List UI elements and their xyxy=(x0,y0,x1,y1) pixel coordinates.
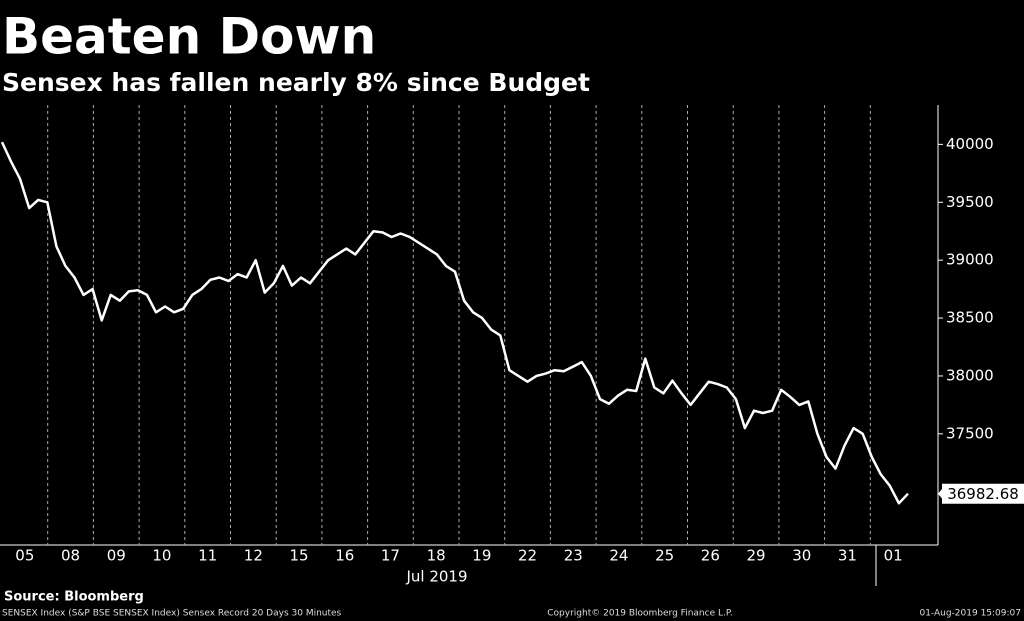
chart-subtitle: Sensex has fallen nearly 8% since Budget xyxy=(2,68,590,97)
x-tick-label: 17 xyxy=(381,547,400,565)
x-tick-label: 05 xyxy=(15,547,34,565)
x-tick-label: 15 xyxy=(290,547,309,565)
last-value-pointer xyxy=(938,487,943,500)
y-tick-label: 38000 xyxy=(946,366,994,384)
x-tick-label: 23 xyxy=(564,547,583,565)
x-tick-label: 22 xyxy=(518,547,537,565)
y-tick-label: 40000 xyxy=(946,135,994,153)
x-tick-label: 10 xyxy=(152,547,171,565)
x-tick-label: 18 xyxy=(427,547,446,565)
y-tick-label: 38500 xyxy=(946,309,994,327)
y-tick-label: 39500 xyxy=(946,193,994,211)
x-tick-label: 01 xyxy=(884,547,903,565)
x-tick-label: 11 xyxy=(198,547,217,565)
x-tick-label: 31 xyxy=(838,547,857,565)
price-line xyxy=(0,141,909,505)
last-value-label: 36982.68 xyxy=(947,485,1019,503)
x-tick-label: 16 xyxy=(335,547,354,565)
source: Source: Bloomberg xyxy=(4,590,144,605)
chart-title: Beaten Down xyxy=(2,8,376,66)
x-tick-label: 09 xyxy=(107,547,126,565)
footer-right: 01-Aug-2019 15:09:07 xyxy=(919,609,1021,619)
footer-left: SENSEX Index (S&P BSE SENSEX Index) Sens… xyxy=(2,609,342,619)
x-tick-label: 30 xyxy=(792,547,811,565)
x-tick-label: 19 xyxy=(472,547,491,565)
x-tick-label: 12 xyxy=(244,547,263,565)
y-tick-label: 39000 xyxy=(946,251,994,269)
x-tick-label: 25 xyxy=(655,547,674,565)
last-value-box xyxy=(942,483,1024,504)
x-axis-label: Jul 2019 xyxy=(405,568,467,586)
x-tick-label: 29 xyxy=(747,547,766,565)
footer-center: Copyright© 2019 Bloomberg Finance L.P. xyxy=(547,609,732,619)
y-tick-label: 37500 xyxy=(946,424,994,442)
x-tick-label: 26 xyxy=(701,547,720,565)
x-tick-label: 08 xyxy=(61,547,80,565)
x-tick-label: 24 xyxy=(609,547,628,565)
